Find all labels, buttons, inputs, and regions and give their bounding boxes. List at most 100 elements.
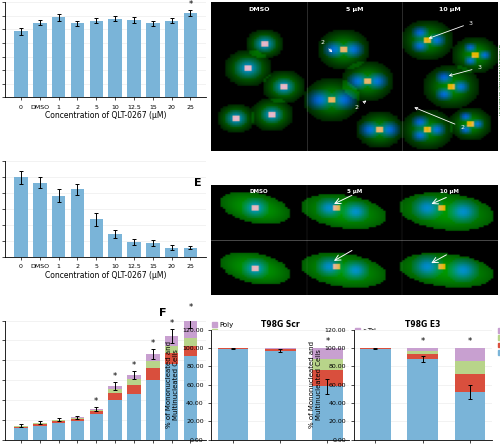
Text: T98G E3: T98G E3 <box>214 201 219 223</box>
X-axis label: Concentration of QLT-0267 (μM): Concentration of QLT-0267 (μM) <box>45 271 166 280</box>
Text: DMSO: DMSO <box>248 7 270 12</box>
Bar <box>265 351 296 440</box>
Bar <box>407 348 438 351</box>
Bar <box>108 393 122 400</box>
Text: *: * <box>188 0 192 9</box>
Text: 10 μM: 10 μM <box>439 7 460 12</box>
Bar <box>454 392 485 440</box>
Text: *: * <box>150 339 155 348</box>
Text: 10 μM: 10 μM <box>440 189 459 194</box>
Bar <box>33 23 46 97</box>
X-axis label: Concentration of QLT-0267 (μM): Concentration of QLT-0267 (μM) <box>45 111 166 120</box>
Text: 3: 3 <box>450 65 482 76</box>
Bar <box>184 356 198 440</box>
Y-axis label: % of Mononucleated and
Multinucleated Cells: % of Mononucleated and Multinucleated Ce… <box>309 341 322 428</box>
Bar <box>165 248 178 257</box>
Bar <box>127 20 140 97</box>
Bar <box>90 409 103 410</box>
Bar <box>14 426 28 427</box>
Bar <box>108 19 122 97</box>
Bar <box>265 349 296 351</box>
Bar <box>312 348 343 359</box>
Bar <box>146 354 160 361</box>
Bar <box>360 349 390 440</box>
Text: 5 μM: 5 μM <box>346 7 363 12</box>
Bar <box>70 417 84 418</box>
Bar <box>165 337 178 346</box>
Bar <box>33 426 46 440</box>
Bar <box>108 400 122 440</box>
Bar <box>52 423 66 440</box>
Bar <box>70 421 84 440</box>
Bar <box>127 375 140 379</box>
Bar <box>70 23 84 97</box>
Bar <box>33 183 46 257</box>
Text: 5 μM: 5 μM <box>347 189 362 194</box>
Legend: >Tri, Tri, Bi, Mono: >Tri, Tri, Bi, Mono <box>498 328 500 356</box>
Bar <box>52 420 66 421</box>
Bar <box>108 234 122 257</box>
Text: DMSO: DMSO <box>250 189 268 194</box>
Bar <box>14 428 28 440</box>
Bar <box>146 368 160 380</box>
Text: *: * <box>170 320 174 329</box>
Text: T98G Scr: T98G Scr <box>214 256 219 280</box>
Bar <box>165 346 178 353</box>
Bar <box>90 410 103 412</box>
Bar <box>184 338 198 346</box>
Bar <box>127 394 140 440</box>
Bar <box>218 349 248 440</box>
Title: T98G Scr: T98G Scr <box>261 320 300 329</box>
Bar <box>312 370 343 386</box>
Bar <box>184 13 198 97</box>
Bar <box>70 418 84 419</box>
Legend: Poly, Tetra, Tri, Bi: Poly, Tetra, Tri, Bi <box>212 321 236 351</box>
Bar <box>127 385 140 394</box>
Bar <box>407 354 438 359</box>
Bar <box>70 189 84 257</box>
Bar <box>90 20 103 97</box>
Bar <box>146 361 160 368</box>
Legend: >Tri, Tri, Bi, Mono: >Tri, Tri, Bi, Mono <box>356 328 382 356</box>
Bar <box>407 351 438 354</box>
Text: 3: 3 <box>430 20 473 39</box>
Bar <box>265 348 296 349</box>
Bar <box>108 389 122 393</box>
Bar <box>90 414 103 440</box>
Bar <box>454 348 485 361</box>
Bar <box>33 424 46 426</box>
Bar <box>108 386 122 389</box>
Text: *: * <box>94 396 98 406</box>
Text: 2: 2 <box>320 40 332 52</box>
Text: E: E <box>194 178 202 188</box>
Bar <box>407 359 438 440</box>
Bar <box>90 412 103 414</box>
Text: *: * <box>468 337 472 346</box>
Text: *: * <box>188 303 192 312</box>
Bar <box>165 20 178 97</box>
Bar <box>146 23 160 97</box>
Bar <box>52 421 66 423</box>
Text: *: * <box>420 337 424 346</box>
Bar <box>52 17 66 97</box>
Text: *: * <box>113 372 117 381</box>
Bar <box>165 353 178 364</box>
Bar <box>146 380 160 440</box>
Bar <box>14 427 28 428</box>
Bar <box>454 361 485 373</box>
Bar <box>90 219 103 257</box>
Bar <box>165 364 178 440</box>
Bar <box>52 195 66 257</box>
Bar <box>454 373 485 392</box>
Bar <box>184 321 198 338</box>
Bar <box>33 423 46 424</box>
Y-axis label: % of Mononucleated and
Multinucleated Cells: % of Mononucleated and Multinucleated Ce… <box>166 341 179 428</box>
Title: T98G E3: T98G E3 <box>405 320 440 329</box>
Bar <box>70 419 84 421</box>
Bar <box>127 242 140 257</box>
Bar <box>312 386 343 440</box>
Text: α-Tubulin/Hoechst/Pericentrin: α-Tubulin/Hoechst/Pericentrin <box>498 44 500 116</box>
Bar <box>312 359 343 370</box>
Text: F: F <box>159 308 166 317</box>
Text: 2: 2 <box>415 107 465 130</box>
